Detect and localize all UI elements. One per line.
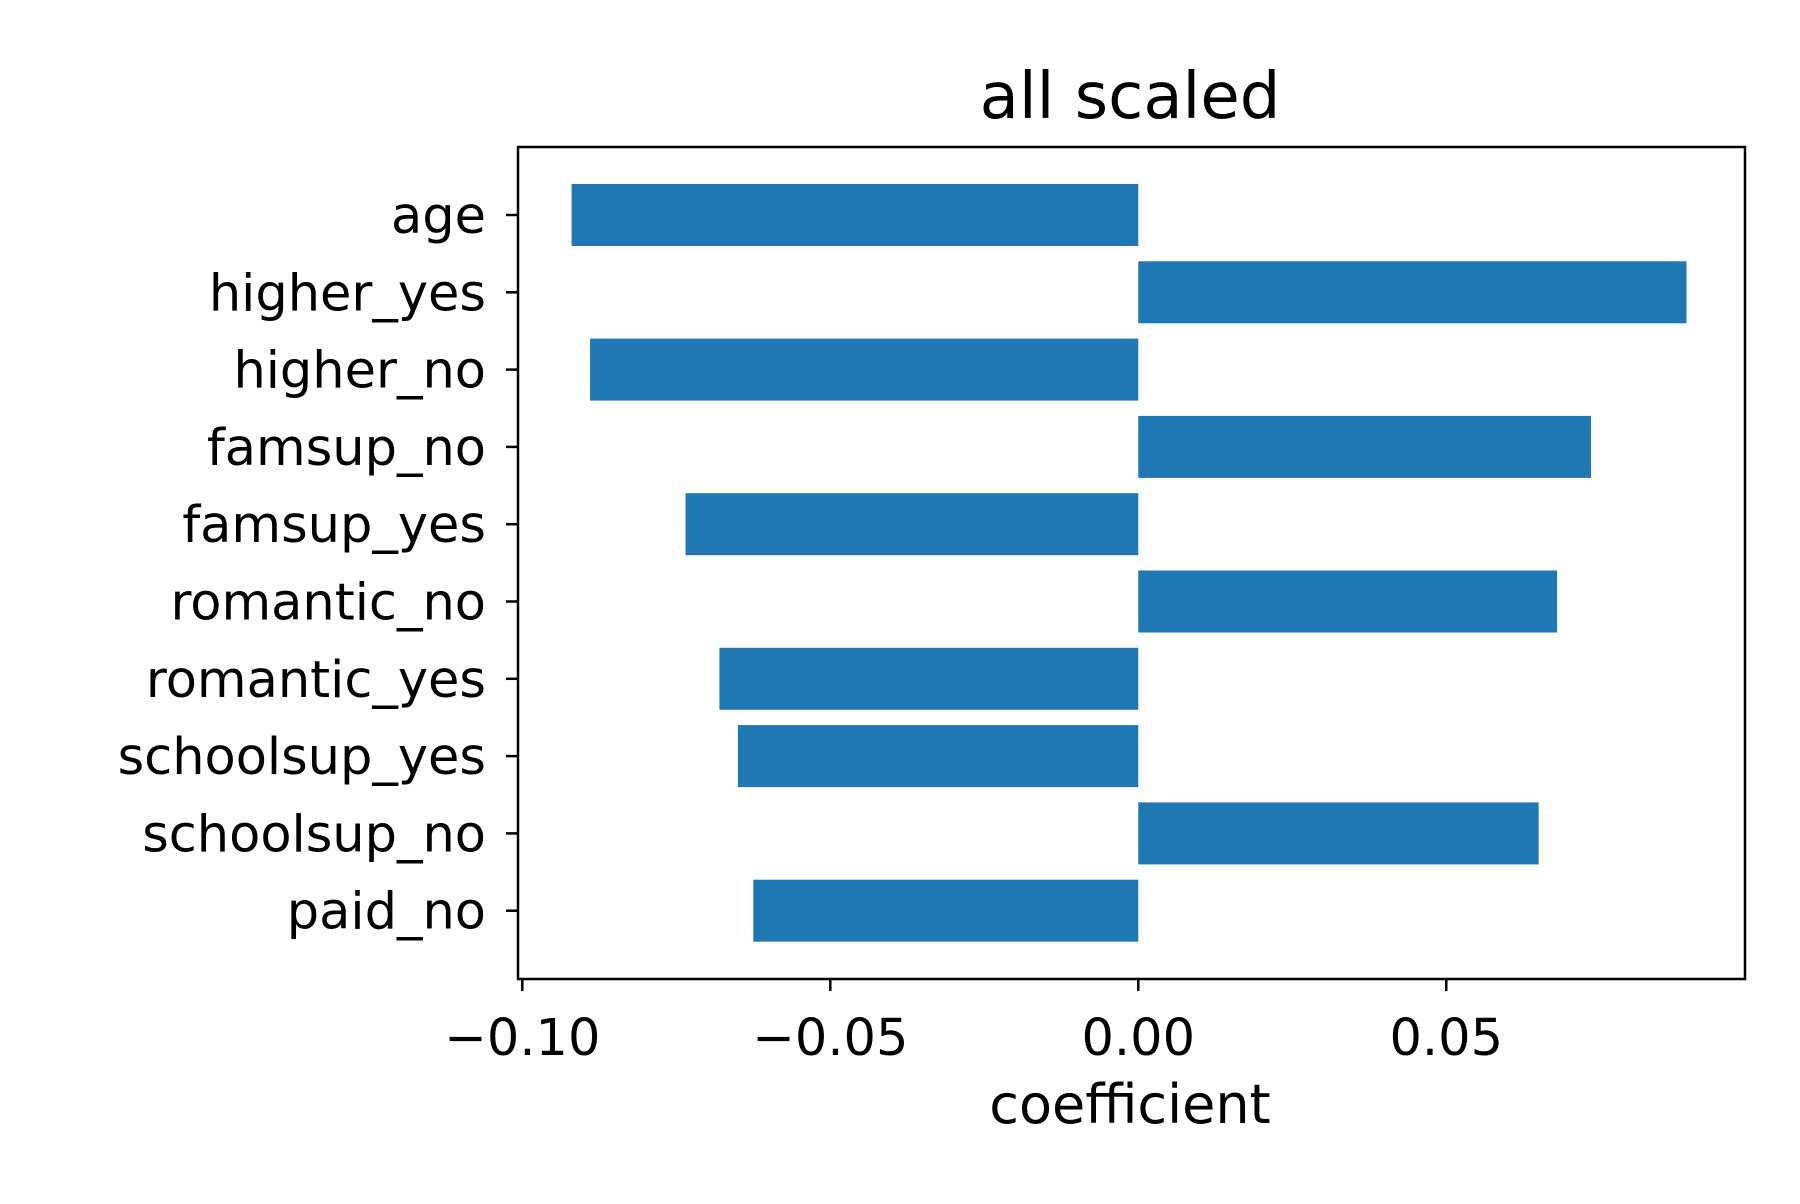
y-tick-label-romantic-no: romantic_no (170, 574, 486, 633)
y-tick-label-famsup-yes: famsup_yes (182, 496, 486, 555)
y-tick-label-higher-no: higher_no (233, 342, 486, 401)
chart-title: all scaled (980, 60, 1281, 134)
y-tick-label-romantic-yes: romantic_yes (146, 651, 486, 710)
x-tick-label: −0.05 (752, 1009, 908, 1068)
bar-higher-no (590, 338, 1139, 401)
bar-romantic-no (1138, 570, 1558, 633)
bar-higher-yes (1138, 261, 1687, 324)
y-axis: age higher_yes higher_no famsup_no famsup_ye… (118, 187, 518, 942)
bar-age (571, 184, 1139, 246)
y-tick-label-schoolsup-yes: schoolsup_yes (118, 728, 486, 787)
y-tick-label-paid-no: paid_no (287, 883, 486, 942)
bar-famsup-no (1138, 415, 1592, 478)
bar-famsup-yes (685, 493, 1139, 556)
bars-layer (571, 184, 1687, 942)
bar-schoolsup-no (1138, 802, 1539, 865)
x-axis-label: coefficient (989, 1073, 1270, 1136)
bar-paid-no (753, 879, 1139, 942)
y-tick-label-schoolsup-no: schoolsup_no (142, 805, 486, 864)
x-tick-label: 0.05 (1389, 1009, 1503, 1068)
bar-romantic-yes (719, 647, 1139, 710)
y-tick-label-higher-yes: higher_yes (209, 264, 486, 323)
bar-schoolsup-yes (737, 725, 1139, 788)
x-tick-label: −0.10 (444, 1009, 600, 1068)
plot-area-frame (516, 145, 1747, 981)
y-tick-label-famsup-no: famsup_no (207, 419, 486, 478)
y-tick-label-age: age (391, 187, 486, 246)
x-axis: −0.10 −0.05 0.00 0.05 (444, 979, 1503, 1068)
x-tick-label: 0.00 (1081, 1009, 1195, 1068)
